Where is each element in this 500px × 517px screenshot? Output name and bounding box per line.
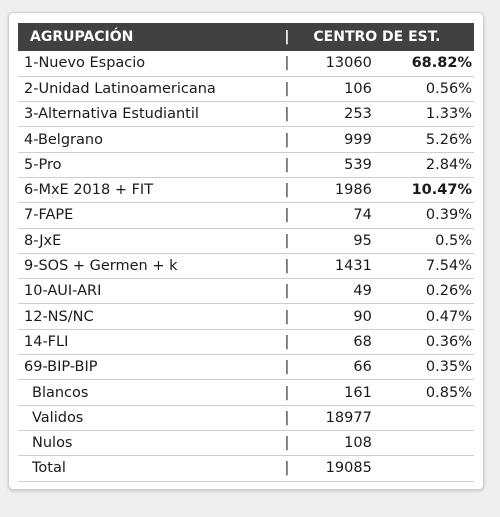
agrupacion-name: Total xyxy=(32,460,66,477)
agrupacion-name: 2-Unidad Latinoamericana xyxy=(24,80,216,97)
column-separator: | xyxy=(284,333,290,350)
vote-percentage: 1.33% xyxy=(425,106,472,123)
header-centro-de-est: CENTRO DE EST. xyxy=(313,29,441,45)
vote-count: 90 xyxy=(353,308,372,325)
vote-percentage xyxy=(376,430,474,455)
vote-percentage: 0.39% xyxy=(425,207,472,224)
agrupacion-name: 8-JxE xyxy=(24,232,62,249)
vote-percentage: 0.47% xyxy=(425,308,472,325)
vote-count: 74 xyxy=(353,207,372,224)
vote-percentage: 0.26% xyxy=(425,283,472,300)
vote-percentage: 0.5% xyxy=(435,232,472,249)
table-row: 69-BIP-BIP | 66 0.35% xyxy=(18,355,474,380)
header-separator: | xyxy=(284,29,290,45)
table-row: Validos | 18977 xyxy=(18,405,474,431)
vote-percentage xyxy=(376,405,474,430)
vote-count: 66 xyxy=(353,359,372,376)
table-row: Nulos | 108 xyxy=(18,430,474,456)
vote-percentage: 10.47% xyxy=(411,182,472,199)
vote-count: 49 xyxy=(353,283,372,300)
vote-count: 253 xyxy=(344,106,372,123)
column-separator: | xyxy=(284,359,290,376)
agrupacion-name: Blancos xyxy=(32,384,89,401)
vote-percentage: 0.85% xyxy=(425,384,472,401)
vote-count: 108 xyxy=(344,435,372,452)
table-row: Total | 19085 xyxy=(18,456,474,482)
table-row: 7-FAPE | 74 0.39% xyxy=(18,203,474,229)
agrupacion-name: 1-Nuevo Espacio xyxy=(24,55,146,72)
vote-percentage: 68.82% xyxy=(411,55,472,72)
agrupacion-name: Nulos xyxy=(32,435,73,452)
results-table: AGRUPACIÓN | CENTRO DE EST. 1-Nuevo Espa… xyxy=(18,23,474,482)
vote-percentage: 0.36% xyxy=(425,333,472,350)
vote-count: 1986 xyxy=(334,182,372,199)
table-row: 14-FLI | 68 0.36% xyxy=(18,329,474,355)
table-header-row: AGRUPACIÓN | CENTRO DE EST. xyxy=(18,23,474,51)
table-row: 6-MxE 2018 + FIT | 1986 10.47% xyxy=(18,177,474,203)
agrupacion-name: 12-NS/NC xyxy=(24,308,94,325)
table-row: 9-SOS + Germen + k | 1431 7.54% xyxy=(18,253,474,279)
table-row: 2-Unidad Latinoamericana | 106 0.56% xyxy=(18,76,474,102)
column-separator: | xyxy=(284,232,290,249)
vote-count: 95 xyxy=(353,232,372,249)
vote-percentage: 2.84% xyxy=(425,156,472,173)
agrupacion-name: 7-FAPE xyxy=(24,207,74,224)
column-separator: | xyxy=(284,308,290,325)
column-separator: | xyxy=(284,182,290,199)
agrupacion-name: 9-SOS + Germen + k xyxy=(24,258,178,275)
vote-count: 18977 xyxy=(325,409,372,426)
vote-count: 68 xyxy=(353,333,372,350)
table-row: 4-Belgrano | 999 5.26% xyxy=(18,127,474,153)
agrupacion-name: 69-BIP-BIP xyxy=(24,359,98,376)
header-agrupacion: AGRUPACIÓN xyxy=(30,29,134,45)
agrupacion-name: 4-Belgrano xyxy=(24,131,103,148)
column-separator: | xyxy=(284,207,290,224)
vote-percentage xyxy=(376,456,474,481)
agrupacion-name: 14-FLI xyxy=(24,333,69,350)
column-separator: | xyxy=(284,435,290,452)
vote-percentage: 5.26% xyxy=(425,131,472,148)
vote-count: 999 xyxy=(344,131,372,148)
column-separator: | xyxy=(284,156,290,173)
table-row: 1-Nuevo Espacio | 13060 68.82% xyxy=(18,51,474,77)
column-separator: | xyxy=(284,409,290,426)
table-row: 10-AUI-ARI | 49 0.26% xyxy=(18,279,474,304)
table-row: 3-Alternativa Estudiantil | 253 1.33% xyxy=(18,102,474,127)
agrupacion-name: 6-MxE 2018 + FIT xyxy=(24,182,154,199)
column-separator: | xyxy=(284,80,290,97)
vote-count: 19085 xyxy=(325,460,372,477)
agrupacion-name: 3-Alternativa Estudiantil xyxy=(24,106,199,123)
vote-count: 1431 xyxy=(334,258,372,275)
vote-count: 106 xyxy=(344,80,372,97)
table-row: 5-Pro | 539 2.84% xyxy=(18,152,474,178)
agrupacion-name: Validos xyxy=(32,409,84,426)
vote-percentage: 0.56% xyxy=(425,80,472,97)
column-separator: | xyxy=(284,258,290,275)
vote-percentage: 0.35% xyxy=(425,359,472,376)
agrupacion-name: 5-Pro xyxy=(24,156,62,173)
table-body: 1-Nuevo Espacio | 13060 68.82% 2-Unidad Lati… xyxy=(18,51,474,482)
vote-count: 13060 xyxy=(325,55,372,72)
column-separator: | xyxy=(284,283,290,300)
vote-count: 539 xyxy=(344,156,372,173)
table-row: Blancos | 161 0.85% xyxy=(18,380,474,406)
agrupacion-name: 10-AUI-ARI xyxy=(24,283,102,300)
column-separator: | xyxy=(284,55,290,72)
vote-percentage: 7.54% xyxy=(425,258,472,275)
table-row: 12-NS/NC | 90 0.47% xyxy=(18,304,474,330)
column-separator: | xyxy=(284,106,290,123)
table-row: 8-JxE | 95 0.5% xyxy=(18,228,474,254)
column-separator: | xyxy=(284,131,290,148)
vote-count: 161 xyxy=(344,384,372,401)
column-separator: | xyxy=(284,460,290,477)
results-card: AGRUPACIÓN | CENTRO DE EST. 1-Nuevo Espa… xyxy=(8,12,484,490)
column-separator: | xyxy=(284,384,290,401)
